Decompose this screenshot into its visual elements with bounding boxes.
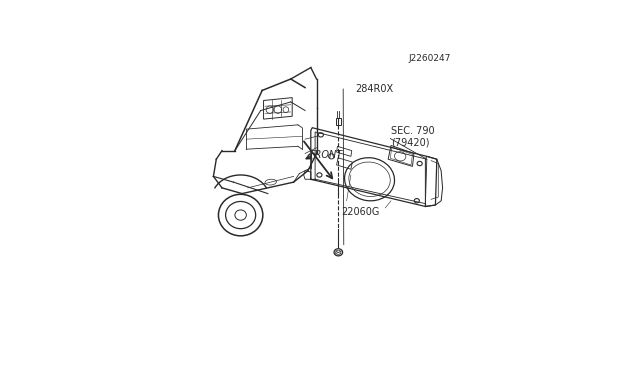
Text: 22060G: 22060G bbox=[341, 207, 380, 217]
Text: 284R0X: 284R0X bbox=[355, 84, 394, 94]
Text: J2260247: J2260247 bbox=[409, 54, 451, 63]
Text: FRONT: FRONT bbox=[309, 150, 342, 160]
Text: SEC. 790
(79420): SEC. 790 (79420) bbox=[391, 125, 435, 147]
Bar bbox=[336, 118, 340, 125]
